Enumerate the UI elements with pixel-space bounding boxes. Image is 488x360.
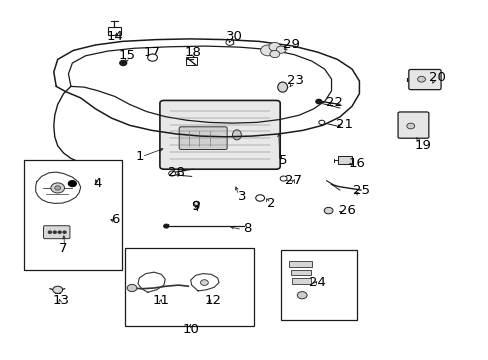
FancyBboxPatch shape (397, 112, 428, 138)
Circle shape (51, 183, 64, 193)
Text: 12: 12 (204, 294, 221, 307)
FancyBboxPatch shape (337, 156, 351, 164)
Circle shape (63, 231, 66, 233)
Text: 8: 8 (242, 222, 251, 235)
Circle shape (260, 45, 275, 56)
Circle shape (315, 99, 321, 104)
Circle shape (53, 286, 62, 293)
Text: 19: 19 (414, 139, 430, 152)
FancyBboxPatch shape (408, 69, 440, 90)
Text: 6: 6 (110, 213, 119, 226)
Circle shape (120, 60, 126, 66)
Circle shape (53, 231, 56, 233)
Text: 1: 1 (135, 150, 143, 163)
Text: 29: 29 (282, 39, 299, 51)
Circle shape (297, 292, 306, 299)
Text: 9: 9 (191, 201, 200, 213)
Circle shape (268, 42, 280, 51)
Circle shape (276, 46, 285, 53)
Circle shape (280, 176, 286, 181)
Text: 10: 10 (182, 323, 199, 336)
Text: 13: 13 (53, 294, 69, 307)
Circle shape (225, 40, 233, 45)
Text: 17: 17 (143, 46, 160, 59)
Text: 28: 28 (167, 166, 184, 179)
Text: 23: 23 (287, 75, 304, 87)
Circle shape (324, 207, 332, 214)
Circle shape (147, 54, 157, 61)
Text: 14: 14 (106, 30, 123, 42)
Text: 22: 22 (326, 96, 343, 109)
Text: 21: 21 (336, 118, 352, 131)
Bar (292, 278, 310, 284)
Text: 4: 4 (93, 177, 102, 190)
Text: 18: 18 (184, 46, 201, 59)
Bar (185, 57, 196, 65)
Text: 30: 30 (226, 30, 243, 42)
Text: 3: 3 (237, 190, 246, 203)
Circle shape (48, 231, 51, 233)
Bar (281, 250, 356, 320)
Text: 16: 16 (348, 157, 365, 170)
Circle shape (417, 76, 425, 82)
Text: 24: 24 (309, 276, 325, 289)
Circle shape (200, 280, 208, 285)
FancyBboxPatch shape (43, 226, 70, 239)
Text: 27: 27 (285, 174, 301, 186)
Bar (290, 270, 311, 275)
Circle shape (406, 123, 414, 129)
Text: 7: 7 (59, 242, 68, 255)
Bar (24, 160, 122, 270)
Ellipse shape (277, 82, 287, 92)
Text: 5: 5 (279, 154, 287, 167)
Text: 25: 25 (353, 184, 369, 197)
FancyBboxPatch shape (160, 100, 280, 169)
Ellipse shape (232, 130, 241, 140)
Circle shape (163, 224, 168, 228)
Circle shape (168, 171, 175, 176)
Bar (107, 27, 121, 35)
Circle shape (269, 50, 279, 58)
Bar (124, 248, 254, 326)
Bar (288, 261, 311, 267)
Text: 20: 20 (428, 71, 445, 84)
Text: 15: 15 (119, 49, 135, 62)
Circle shape (255, 195, 264, 201)
Circle shape (193, 201, 199, 206)
FancyBboxPatch shape (179, 127, 226, 149)
Circle shape (127, 284, 137, 292)
Text: 2: 2 (266, 197, 275, 210)
Circle shape (58, 231, 61, 233)
Circle shape (68, 181, 76, 186)
Text: 26: 26 (338, 204, 355, 217)
Circle shape (318, 120, 324, 125)
Text: 11: 11 (153, 294, 169, 307)
Circle shape (55, 186, 61, 190)
